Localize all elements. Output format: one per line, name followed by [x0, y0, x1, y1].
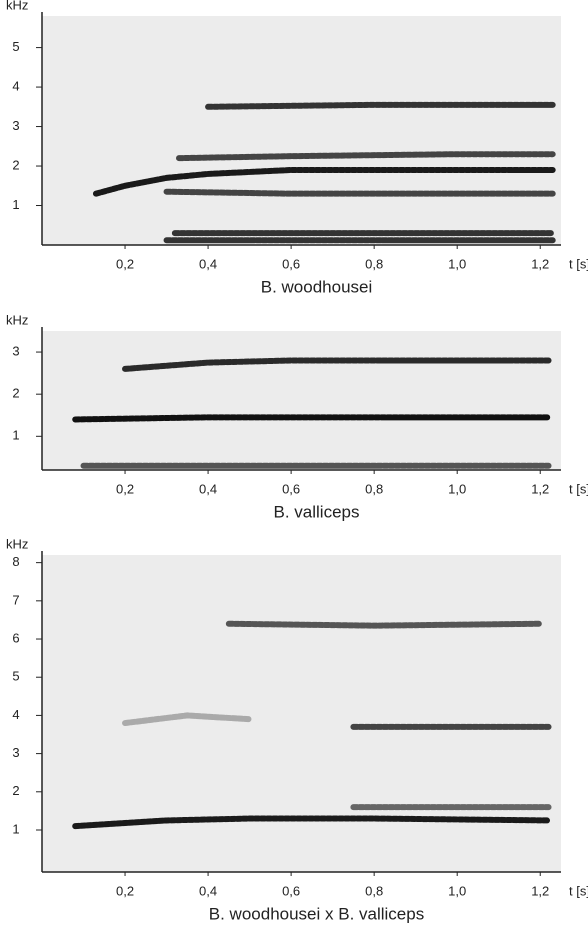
y-tick-label: 1 [12, 197, 19, 212]
y-tick-label: 4 [12, 79, 19, 94]
x-tick-label: 1,0 [448, 883, 466, 898]
y-tick-label: 7 [12, 592, 19, 607]
x-axis-label: t [s] [569, 883, 588, 898]
y-tick-label: 3 [12, 343, 19, 358]
caption: B. woodhousei [261, 277, 373, 296]
y-axis-label: kHz [6, 312, 28, 327]
x-tick-label: 0,2 [116, 883, 134, 898]
y-axis-label: kHz [6, 0, 28, 12]
x-tick-label: 0,4 [199, 883, 217, 898]
y-tick-label: 1 [12, 821, 19, 836]
y-axis-label: kHz [6, 536, 28, 551]
y-tick-label: 4 [12, 707, 19, 722]
x-axis-label: t [s] [569, 481, 588, 496]
x-tick-label: 1,2 [531, 883, 549, 898]
frequency-trace [225, 620, 544, 629]
plot-area [42, 16, 561, 245]
frequency-trace [163, 188, 556, 197]
frequency-trace [92, 166, 556, 197]
x-tick-label: 0,6 [282, 256, 300, 271]
frequency-trace [205, 101, 556, 110]
frequency-trace [176, 151, 556, 162]
frequency-trace [72, 414, 552, 423]
x-tick-label: 0,6 [282, 481, 300, 496]
x-tick-label: 0,8 [365, 256, 383, 271]
y-tick-label: 6 [12, 630, 19, 645]
x-tick-label: 1,2 [531, 481, 549, 496]
x-tick-label: 0,4 [199, 256, 217, 271]
frequency-trace [72, 815, 552, 830]
y-tick-label: 2 [12, 157, 19, 172]
y-tick-label: 3 [12, 118, 19, 133]
x-tick-label: 0,2 [116, 481, 134, 496]
x-tick-label: 0,6 [282, 883, 300, 898]
caption: B. woodhousei x B. valliceps [209, 904, 424, 923]
y-tick-label: 2 [12, 783, 19, 798]
x-tick-label: 0,4 [199, 481, 217, 496]
x-tick-label: 0,8 [365, 481, 383, 496]
plot-area [42, 331, 561, 470]
frequency-trace [122, 712, 253, 727]
x-axis-label: t [s] [569, 256, 588, 271]
frequency-trace [122, 357, 552, 372]
x-tick-label: 1,0 [448, 481, 466, 496]
y-tick-label: 8 [12, 554, 19, 569]
x-tick-label: 1,0 [448, 256, 466, 271]
y-tick-label: 2 [12, 386, 19, 401]
caption: B. valliceps [274, 502, 360, 521]
y-tick-label: 1 [12, 428, 19, 443]
y-tick-label: 3 [12, 745, 19, 760]
x-tick-label: 1,2 [531, 256, 549, 271]
x-tick-label: 0,8 [365, 883, 383, 898]
y-tick-label: 5 [12, 39, 19, 54]
x-tick-label: 0,2 [116, 256, 134, 271]
y-tick-label: 5 [12, 669, 19, 684]
